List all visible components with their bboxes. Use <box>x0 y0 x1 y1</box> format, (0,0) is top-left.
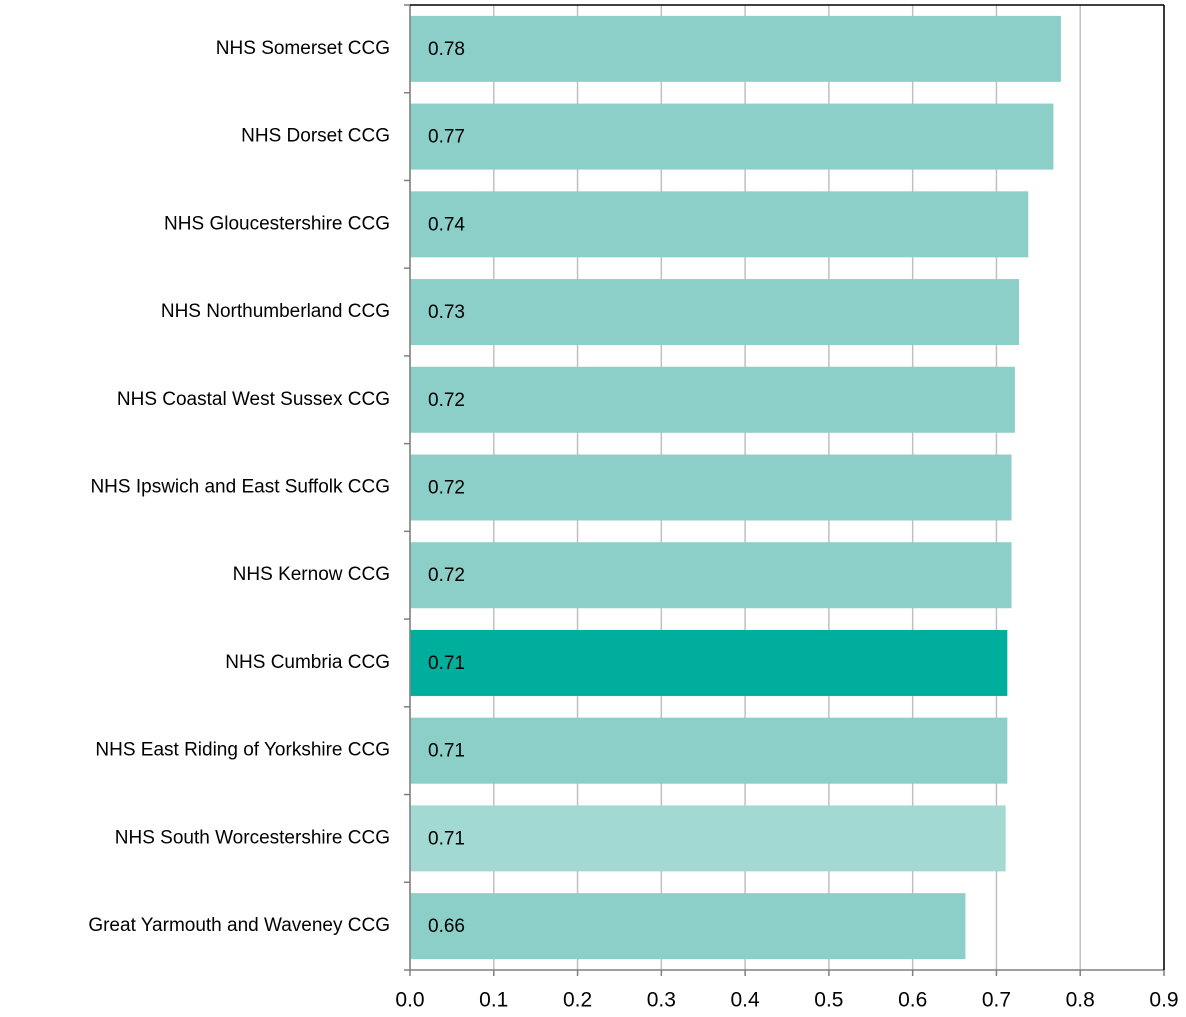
data-label: 0.66 <box>428 916 465 937</box>
x-tick-label: 0.8 <box>1066 989 1095 1012</box>
x-tick-label: 0.0 <box>395 989 424 1012</box>
y-tick-label: NHS Cumbria CCG <box>225 652 390 673</box>
bar <box>410 279 1020 346</box>
data-label: 0.72 <box>428 478 465 499</box>
data-label: 0.71 <box>428 828 465 849</box>
x-tick-label: 0.6 <box>898 989 927 1012</box>
y-tick-label: NHS Kernow CCG <box>233 564 390 585</box>
x-tick-label: 0.7 <box>982 989 1011 1012</box>
bar <box>410 717 1008 784</box>
bar <box>410 805 1006 872</box>
x-tick-label: 0.2 <box>563 989 592 1012</box>
data-label: 0.72 <box>428 565 465 586</box>
y-tick-label: Great Yarmouth and Waveney CCG <box>88 915 390 936</box>
data-label: 0.78 <box>428 39 465 60</box>
data-label: 0.71 <box>428 653 465 674</box>
x-tick-label: 0.1 <box>479 989 508 1012</box>
bar <box>410 542 1012 609</box>
x-tick-label: 0.3 <box>647 989 676 1012</box>
y-tick-label: NHS Coastal West Sussex CCG <box>117 389 390 410</box>
y-tick-label: NHS Dorset CCG <box>241 126 390 147</box>
bar <box>410 15 1061 82</box>
bar <box>410 103 1054 170</box>
data-label: 0.72 <box>428 390 465 411</box>
bar <box>410 366 1015 433</box>
x-tick-label: 0.5 <box>814 989 843 1012</box>
y-tick-label: NHS East Riding of Yorkshire CCG <box>95 740 390 761</box>
data-label: 0.77 <box>428 127 465 148</box>
data-label: 0.73 <box>428 302 465 323</box>
bar <box>410 191 1029 258</box>
y-tick-label: NHS Gloucestershire CCG <box>164 213 390 234</box>
y-tick-label: NHS Ipswich and East Suffolk CCG <box>90 477 390 498</box>
x-tick-label: 0.9 <box>1149 989 1178 1012</box>
data-label: 0.74 <box>428 214 465 235</box>
bar <box>410 893 966 960</box>
y-tick-label: NHS Northumberland CCG <box>161 301 390 322</box>
y-tick-label: NHS South Worcestershire CCG <box>115 827 390 848</box>
x-tick-label: 0.4 <box>731 989 761 1012</box>
data-label: 0.71 <box>428 741 465 762</box>
bar <box>410 629 1008 696</box>
bar <box>410 454 1012 521</box>
y-tick-label: NHS Somerset CCG <box>216 38 390 59</box>
